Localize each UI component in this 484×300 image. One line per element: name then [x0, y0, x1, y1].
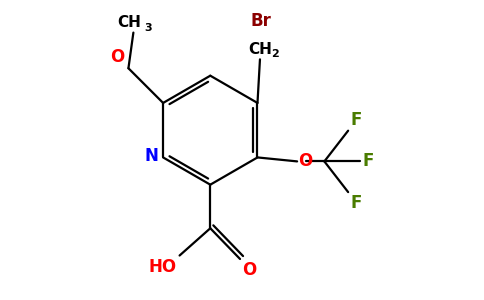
Text: CH: CH — [248, 42, 272, 57]
Text: O: O — [110, 48, 124, 66]
Text: F: F — [363, 152, 374, 170]
Text: 2: 2 — [271, 49, 279, 59]
Text: O: O — [298, 152, 312, 170]
Text: CH: CH — [118, 15, 141, 30]
Text: F: F — [350, 111, 362, 129]
Text: HO: HO — [149, 258, 177, 276]
Text: F: F — [350, 194, 362, 211]
Text: 3: 3 — [145, 22, 152, 33]
Text: O: O — [242, 262, 257, 280]
Text: N: N — [144, 147, 158, 165]
Text: Br: Br — [251, 12, 272, 30]
